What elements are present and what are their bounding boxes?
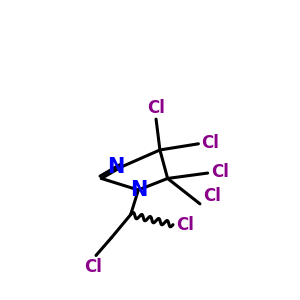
- Text: N: N: [130, 180, 147, 200]
- Text: Cl: Cl: [202, 134, 219, 152]
- Text: N: N: [107, 157, 125, 177]
- Text: Cl: Cl: [211, 163, 229, 181]
- Text: Cl: Cl: [84, 258, 102, 276]
- Text: Cl: Cl: [203, 187, 221, 205]
- Text: Cl: Cl: [147, 99, 165, 117]
- Text: Cl: Cl: [176, 216, 194, 234]
